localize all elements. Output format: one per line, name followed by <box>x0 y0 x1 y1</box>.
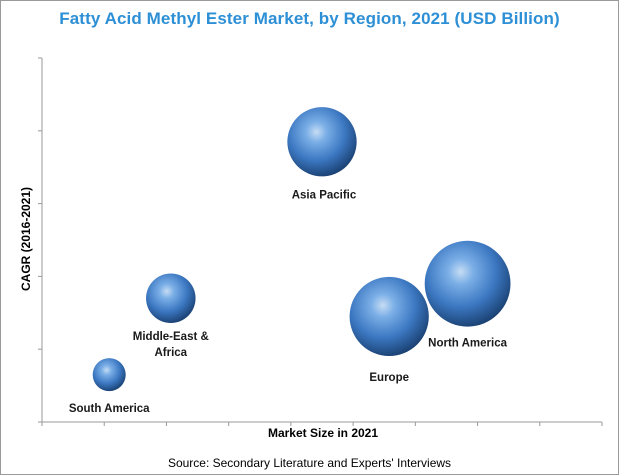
label-layer: South America Middle-East & Africa Asia Pac… <box>69 189 508 415</box>
bubble-label-south-america: South America <box>69 403 150 415</box>
bubble-north-america <box>424 240 511 327</box>
bubble-south-america <box>92 358 126 392</box>
bubble-label-europe: Europe <box>369 372 409 384</box>
source-note: Source: Secondary Literature and Experts… <box>167 456 452 470</box>
bubble-label-asia-pacific: Asia Pacific <box>292 189 357 201</box>
chart-title: Fatty Acid Methyl Ester Market, by Regio… <box>59 9 560 28</box>
bubble-asia-pacific <box>287 107 357 177</box>
y-axis-title: CAGR (2016-2021) <box>19 187 33 291</box>
bubble-middle-east-africa <box>146 273 196 323</box>
bubble-label-north-america: North America <box>428 338 507 350</box>
bubble-europe <box>349 276 429 357</box>
bubble-layer <box>92 107 511 392</box>
bubble-label-middle-east-africa: Middle-East & Africa <box>133 331 209 359</box>
axes <box>38 57 603 426</box>
x-axis-title: Market Size in 2021 <box>268 426 378 440</box>
